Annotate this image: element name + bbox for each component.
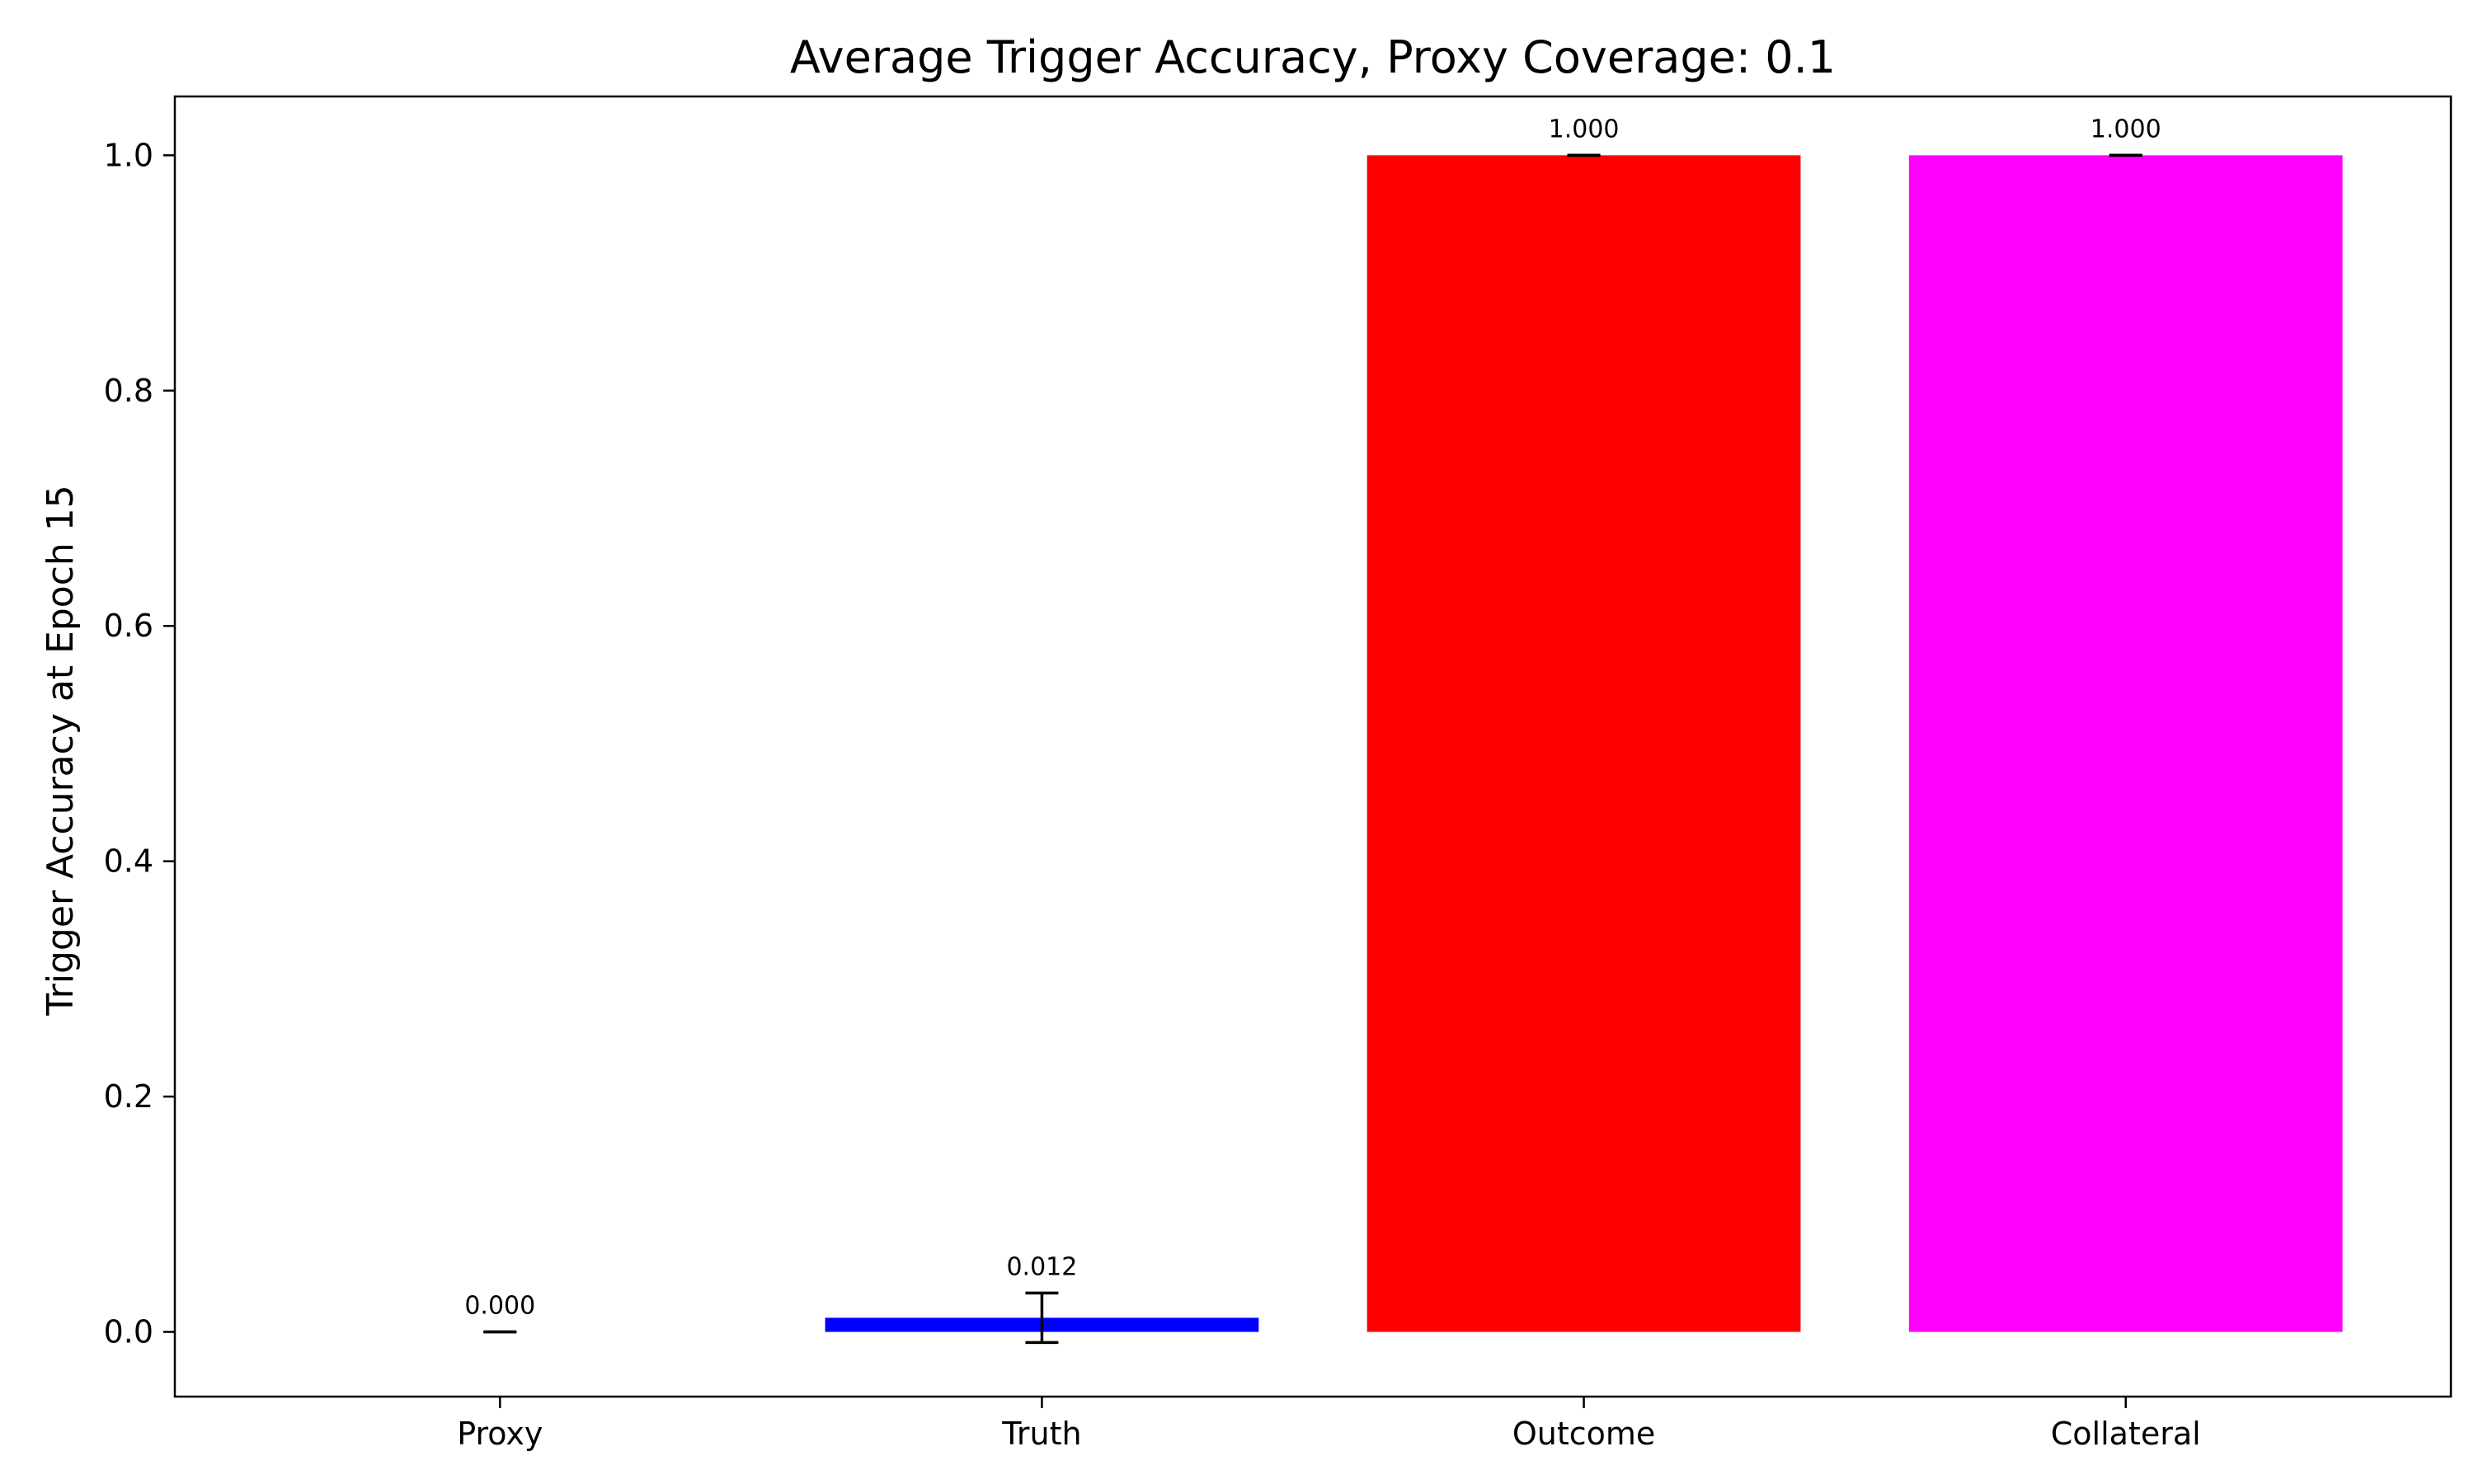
y-tick-label: 0.8: [104, 373, 153, 409]
x-tick-label-proxy: Proxy: [457, 1416, 543, 1452]
x-axis-ticks: Proxy Truth Outcome Collateral: [457, 1397, 2201, 1452]
y-tick-label: 0.0: [104, 1314, 153, 1350]
y-tick-label: 0.6: [104, 608, 153, 644]
bars-layer: [825, 155, 2343, 1332]
errorbar-truth: [1025, 1291, 1059, 1345]
bar-outcome: [1366, 155, 1801, 1332]
y-axis-ticks: 0.0 0.2 0.4 0.6 0.8 1.0: [104, 137, 175, 1350]
y-tick-label: 0.4: [104, 843, 153, 880]
data-label-collateral: 1.000: [2091, 115, 2161, 143]
x-tick-label-truth: Truth: [1001, 1416, 1081, 1452]
y-tick-label: 0.2: [104, 1078, 153, 1115]
chart-title: Average Trigger Accuracy, Proxy Coverage…: [790, 31, 1836, 83]
x-tick-label-outcome: Outcome: [1512, 1416, 1655, 1452]
data-label-proxy: 0.000: [464, 1292, 535, 1321]
data-label-truth: 0.012: [1006, 1252, 1077, 1281]
data-labels-layer: 0.000 0.012 1.000 1.000: [464, 115, 2161, 1320]
data-label-outcome: 1.000: [1549, 115, 1620, 143]
plot-frame: [173, 95, 2453, 1398]
bar-collateral: [1908, 155, 2343, 1332]
y-axis-label: Trigger Accuracy at Epoch 15: [40, 485, 82, 1017]
x-tick-label-collateral: Collateral: [2051, 1416, 2201, 1452]
errorbars-layer: [483, 153, 2142, 1345]
y-tick-label: 1.0: [104, 137, 153, 173]
